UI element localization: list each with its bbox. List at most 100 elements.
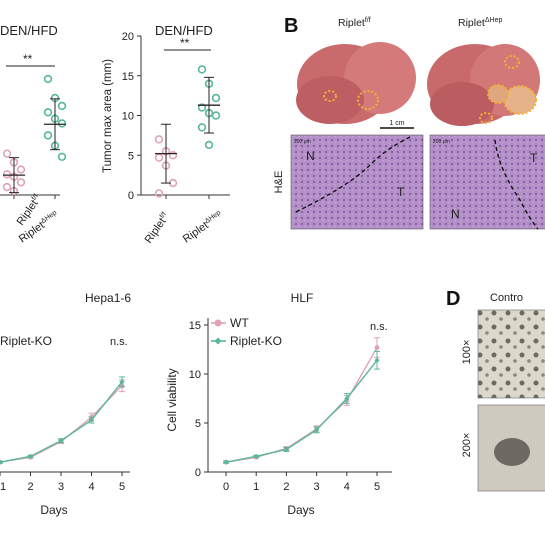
hepa-title: Hepa1-6 (85, 291, 131, 305)
hlf-x-ticks: 0 1 2 3 4 5 (223, 472, 380, 493)
he-region-n: N (306, 149, 315, 163)
liver-image-control (296, 42, 416, 124)
scatter-left-title: DEN/HFD (0, 23, 58, 38)
scatter-left-marks (2, 74, 67, 196)
hlf-ylabel: Cell viability (165, 368, 179, 431)
scatter-right-y-tick-label: 0 (128, 190, 134, 202)
scatter-right-point (168, 151, 178, 160)
hlf-series-line (225, 347, 378, 463)
hlf-y-tick-label: 10 (189, 369, 201, 381)
hlf-x-tick-label: 4 (344, 481, 350, 493)
micron-bar-label-1: 200 μm (294, 139, 311, 145)
panel-b-col1-label: Ripletf/f (338, 17, 371, 29)
scatter-left-point (16, 165, 26, 174)
hlf-chart: HLF 0 5 10 15 0 1 2 3 4 5 Cell viability Days n.… (165, 291, 392, 517)
hepa-point (58, 438, 64, 444)
he-boundary-line (295, 135, 413, 213)
hepa-x-tick-label: 2 (27, 481, 33, 493)
hepa-x-tick-label: 5 (119, 481, 125, 493)
hlf-series-line (225, 359, 378, 463)
scatter-right-y-tick-label: 5 (128, 150, 134, 162)
hepa-x-ticks: 1 2 3 4 5 (0, 472, 125, 493)
scatter-right-y-tick-label: 10 (122, 111, 134, 123)
scatter-left-point (16, 178, 26, 187)
scatter-right-point (154, 189, 164, 198)
hepa-legend-ko: Riplet-KO (0, 334, 52, 348)
hepa-sig: n.s. (110, 336, 128, 348)
scatter-right-sig: ** (180, 36, 190, 50)
hlf-xlabel: Days (287, 503, 314, 517)
scatter-left-point (2, 149, 12, 158)
hepa-point (0, 459, 3, 465)
scatter-right-point (211, 93, 221, 103)
hlf-point (374, 345, 380, 350)
hlf-legend-wt-marker (214, 319, 222, 327)
panel-d-row1-label: 100× (461, 340, 473, 365)
he-image-control (290, 134, 424, 230)
hlf-point (253, 453, 259, 459)
panel-d-label: D (446, 288, 460, 310)
scatter-right-point (197, 123, 207, 132)
hlf-point (223, 459, 229, 465)
scatter-right-y-tick-label: 15 (122, 71, 134, 83)
cell-image-100x (477, 309, 545, 399)
hlf-sig: n.s. (370, 321, 388, 333)
scatter-left-point (43, 74, 53, 84)
hlf-y-tick-label: 15 (189, 320, 201, 332)
scatter-left-point (2, 170, 12, 179)
he-region-t-2: T (530, 151, 538, 165)
scatter-left-point (57, 152, 67, 162)
hepa-x-tick-label: 3 (58, 481, 64, 493)
hlf-point (283, 446, 289, 453)
scatter-left-sig: ** (23, 52, 33, 66)
hlf-legend-wt: WT (230, 316, 249, 330)
he-region-n-2: N (451, 207, 460, 221)
scale-bar-label: 1 cm (389, 120, 404, 127)
he-row-label: H&E (273, 171, 285, 194)
he-boundary-line-2 (494, 139, 539, 230)
panel-b: B Ripletf/f RipletΔHep 1 cm H&E N T 200 (273, 15, 545, 230)
hlf-legend: WT Riplet-KO (211, 316, 282, 348)
scatter-right-title: DEN/HFD (155, 23, 213, 38)
scatter-right-point (211, 111, 221, 120)
hepa-series-line (0, 385, 123, 463)
panel-b-col2-label: RipletΔHep (458, 17, 502, 29)
hepa-point (119, 379, 125, 385)
scatter-left-point (57, 101, 67, 111)
hepa-point (88, 417, 95, 423)
scatter-left-point (2, 182, 12, 192)
hlf-y-tick-label: 5 (195, 418, 201, 430)
micron-bar-label-2: 200 μm (433, 139, 450, 145)
hlf-y-tick-label: 0 (195, 467, 201, 479)
hepa-marks (0, 376, 125, 465)
hlf-y-ticks: 0 5 10 15 (189, 320, 208, 479)
scatter-left-point (43, 131, 53, 140)
scatter-right-xlabel-1: Ripletf/f (143, 211, 172, 246)
scatter-right-point (154, 153, 164, 162)
cell-colony (494, 438, 530, 466)
he-image-knockout (429, 134, 545, 230)
liver-image-knockout (427, 44, 540, 126)
scatter-right-xlabel-2: RipletΔHep (181, 209, 225, 245)
scatter-right-point (197, 65, 207, 74)
panel-d-row2-label: 200× (461, 433, 473, 458)
scatter-right-point (154, 135, 164, 144)
scatter-right-y-tick-label: 20 (122, 31, 134, 43)
hepa-xlabel: Days (40, 503, 67, 517)
hlf-x-tick-label: 5 (374, 481, 380, 493)
hepa-point (27, 453, 34, 459)
scatter-right-y-ticks: 0 5 10 15 20 (122, 31, 141, 202)
hlf-x-tick-label: 2 (283, 481, 289, 493)
hlf-point (314, 427, 320, 433)
scatter-left: DEN/HFD ** Ripletf/f RipletΔHep (0, 23, 67, 245)
scatter-right-ylabel: Tumor max area (mm) (102, 59, 114, 173)
scatter-left-point (43, 108, 53, 117)
panel-b-label: B (284, 15, 298, 37)
hlf-title: HLF (291, 291, 314, 305)
hlf-x-tick-label: 1 (253, 481, 259, 493)
hlf-x-tick-label: 3 (314, 481, 320, 493)
scatter-right-marks (154, 65, 221, 198)
hlf-x-tick-label: 0 (223, 481, 229, 493)
scatter-right-point (197, 103, 207, 112)
